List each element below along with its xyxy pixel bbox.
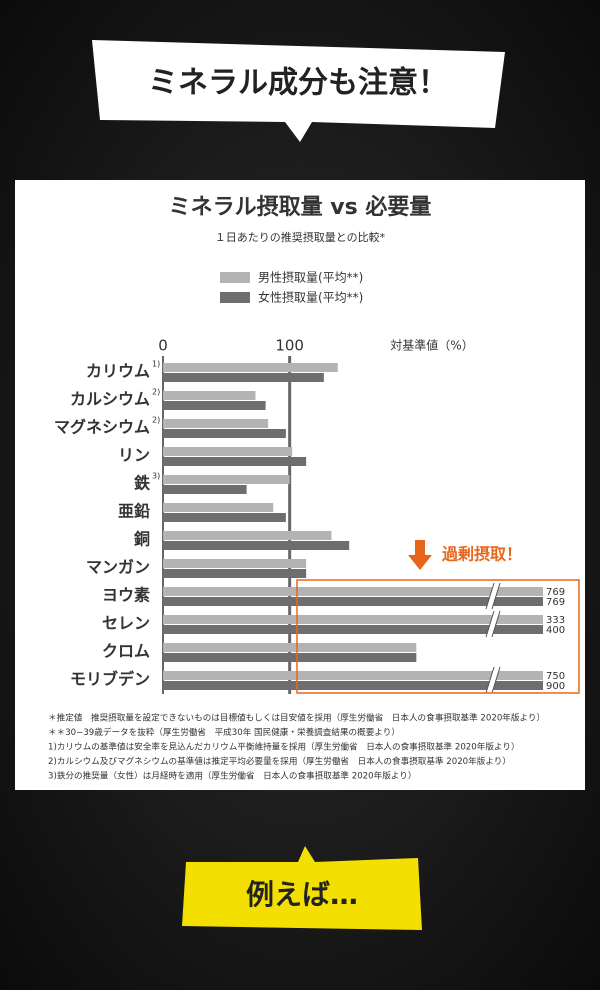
value-label: 769 bbox=[546, 587, 565, 598]
annotation-arrow bbox=[408, 540, 432, 570]
category-label: 亜鉛 bbox=[118, 502, 150, 521]
category-note: 1) bbox=[152, 360, 160, 369]
footnote: 3)鉄分の推奨量（女性）は月経時を適用（厚生労働省 日本人の食事摂取基準 202… bbox=[48, 770, 416, 782]
footer-text: 例えば… bbox=[246, 878, 358, 911]
axis-break-line bbox=[491, 666, 501, 694]
category-label: 銅 bbox=[134, 530, 150, 549]
bar bbox=[163, 597, 543, 606]
category-label: リン bbox=[118, 446, 150, 465]
axis-break bbox=[486, 667, 500, 693]
axis-break-line bbox=[485, 610, 495, 638]
category-label: モリブデン bbox=[70, 670, 150, 689]
value-label: 400 bbox=[546, 625, 565, 636]
axis-break-line bbox=[485, 666, 495, 694]
axis-break bbox=[486, 583, 500, 609]
footnote: ＊＊30−39歳データを抜粋（厚生労働省 平成30年 国民健康・栄養調査結果の概… bbox=[48, 726, 400, 738]
chart-title: ミネラル摂取量 vs 必要量 bbox=[169, 194, 432, 220]
headline-bubble bbox=[92, 40, 505, 142]
legend-swatch bbox=[220, 272, 250, 283]
chart-subtitle: １日あたりの推奨摂取量との比較* bbox=[215, 230, 386, 244]
footer-bubble bbox=[182, 846, 422, 930]
bar bbox=[163, 485, 247, 494]
legend-label: 女性摂取量(平均**) bbox=[258, 290, 363, 305]
bar bbox=[163, 587, 543, 596]
value-label: 900 bbox=[546, 681, 565, 692]
category-label: カルシウム bbox=[70, 390, 150, 409]
annotation: 過剰摂取！ bbox=[441, 545, 522, 564]
axis-break-line bbox=[491, 610, 501, 638]
category-label: 鉄 bbox=[134, 474, 150, 493]
axis-break-line bbox=[485, 582, 495, 610]
bar bbox=[163, 503, 274, 512]
category-note: 3) bbox=[152, 472, 160, 481]
value-label: 750 bbox=[546, 671, 565, 682]
headline: ミネラル成分も注意！ bbox=[148, 66, 448, 101]
bar bbox=[163, 643, 417, 652]
bar bbox=[163, 531, 332, 540]
axis-break-line bbox=[491, 582, 501, 610]
category-label: マグネシウム bbox=[54, 418, 150, 437]
bar bbox=[163, 391, 256, 400]
bar bbox=[163, 653, 417, 662]
category-label: カリウム bbox=[86, 362, 150, 381]
axis-break bbox=[486, 611, 500, 637]
legend-label: 男性摂取量(平均**) bbox=[258, 270, 363, 285]
bar bbox=[163, 559, 307, 568]
bar bbox=[163, 419, 269, 428]
bar bbox=[163, 447, 293, 456]
bar bbox=[163, 541, 350, 550]
bar bbox=[163, 429, 286, 438]
category-label: セレン bbox=[102, 614, 150, 633]
highlight-box bbox=[296, 579, 580, 694]
footnote: ＊推定値 推奨摂取量を設定できないものは目標値もしくは目安値を採用（厚生労働省 … bbox=[48, 712, 545, 724]
bar bbox=[163, 373, 324, 382]
x-tick-label: 0 bbox=[158, 337, 168, 355]
chart: ミネラル摂取量 vs 必要量 １日あたりの推奨摂取量との比較* 男性摂取量(平均**… bbox=[48, 194, 580, 782]
bar bbox=[163, 625, 543, 634]
bar bbox=[163, 475, 290, 484]
bar bbox=[163, 513, 286, 522]
category-label: マンガン bbox=[86, 558, 150, 577]
category-label: クロム bbox=[102, 642, 150, 661]
x-tick-label: 100 bbox=[275, 337, 304, 355]
bar bbox=[163, 671, 543, 680]
value-label: 769 bbox=[546, 597, 565, 608]
category-label: ヨウ素 bbox=[102, 586, 150, 605]
bar bbox=[163, 457, 307, 466]
bar bbox=[163, 363, 338, 372]
bar bbox=[163, 401, 266, 410]
category-note: 2) bbox=[152, 388, 160, 397]
bar bbox=[163, 681, 543, 690]
legend-swatch bbox=[220, 292, 250, 303]
bar bbox=[163, 569, 307, 578]
value-label: 333 bbox=[546, 615, 565, 626]
x-axis-label: 対基準値（%） bbox=[390, 338, 473, 353]
category-note: 2) bbox=[152, 416, 160, 425]
footnote: 1)カリウムの基準値は安全率を見込んだカリウム平衡維持量を採用（厚生労働省 日本… bbox=[48, 741, 520, 753]
footnote: 2)カルシウム及びマグネシウムの基準値は推定平均必要量を採用（厚生労働省 日本人… bbox=[48, 755, 511, 767]
bar bbox=[163, 615, 543, 624]
